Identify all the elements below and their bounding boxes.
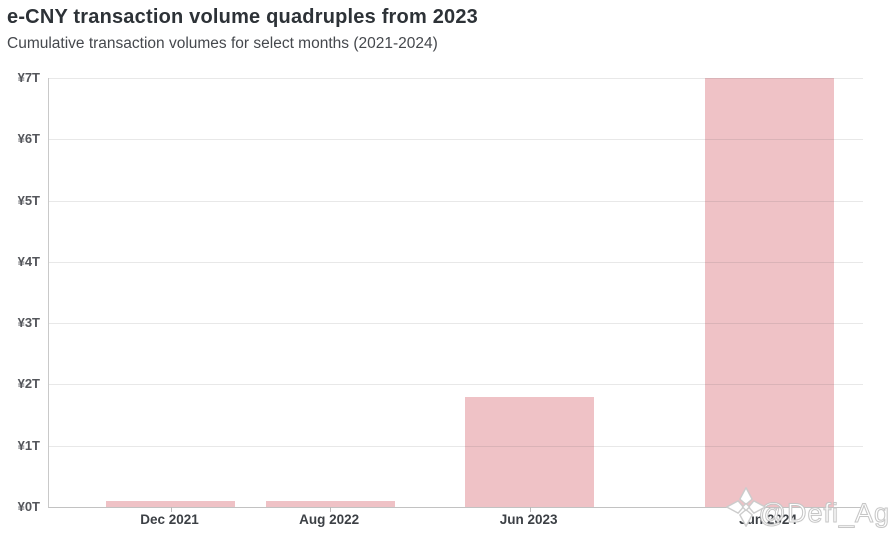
y-tick-label: ¥5T: [17, 192, 40, 208]
y-tick-label: ¥1T: [17, 437, 40, 453]
gridline: [49, 445, 863, 447]
x-tick-label: Jun 2024: [739, 512, 797, 527]
x-tick-mark: [769, 507, 770, 512]
gridline: [49, 384, 863, 386]
x-tick-mark: [170, 507, 172, 512]
x-tick-label: Jun 2023: [499, 512, 558, 527]
plot-area: [48, 78, 863, 512]
watermark-handle: @Defi_Ag: [758, 498, 888, 529]
gridline: [49, 200, 863, 202]
bar: [106, 501, 235, 507]
y-tick-label: ¥4T: [17, 253, 40, 269]
x-tick-mark: [330, 507, 332, 512]
x-tick-mark: [529, 507, 531, 512]
watermark: @Defi_Ag: [725, 487, 888, 537]
chart-subtitle: Cumulative transaction volumes for selec…: [7, 35, 438, 52]
y-tick-label: ¥2T: [17, 376, 40, 392]
x-tick-label: Dec 2021: [140, 512, 199, 527]
gridline: [49, 261, 863, 263]
bar: [265, 500, 395, 507]
bar: [704, 78, 834, 507]
y-tick-label: ¥0T: [17, 499, 40, 514]
diamond-star-icon: [725, 486, 767, 533]
y-tick-label: ¥6T: [17, 131, 40, 147]
gridline: [49, 323, 863, 325]
chart-title: e-CNY transaction volume quadruples from…: [7, 6, 478, 28]
gridline: [49, 78, 863, 79]
y-tick-label: ¥3T: [17, 315, 40, 331]
gridline: [49, 139, 863, 141]
x-tick-label: Aug 2022: [299, 512, 360, 527]
bar: [465, 396, 595, 507]
y-tick-label: ¥7T: [17, 70, 40, 85]
